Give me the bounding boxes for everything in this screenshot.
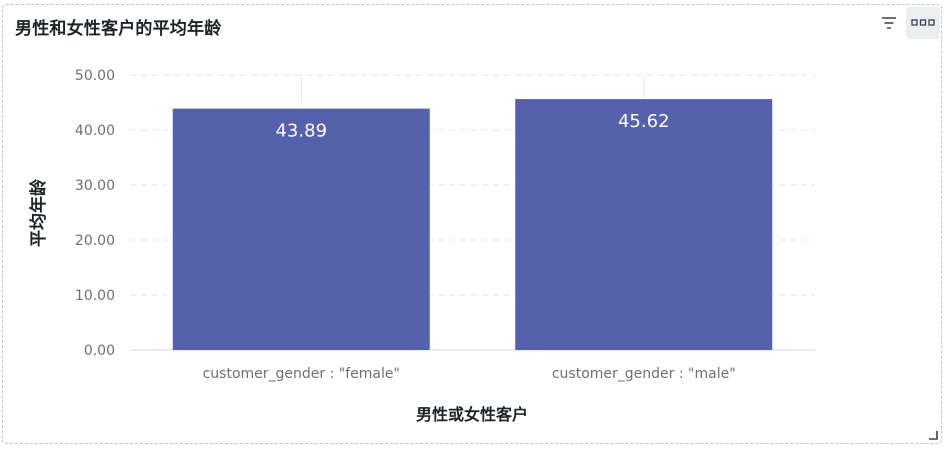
x-axis-label: 男性或女性客户	[416, 405, 528, 424]
bar[interactable]	[173, 109, 430, 350]
bar-layer	[173, 99, 773, 350]
y-tick-label: 20.00	[75, 233, 115, 249]
bar-value-label: 45.62	[618, 111, 670, 132]
x-tick-labels: customer_gender : "female" customer_gende…	[203, 366, 736, 382]
y-axis-label: 平均年龄	[28, 178, 49, 247]
x-tick-label: customer_gender : "male"	[552, 366, 736, 382]
bar[interactable]	[515, 99, 772, 350]
x-tick-label: customer_gender : "female"	[203, 366, 400, 382]
y-tick-labels: 0.00 10.00 20.00 30.00 40.00 50.00	[75, 68, 115, 359]
y-tick-label: 40.00	[75, 123, 115, 139]
bar-value-label: 43.89	[275, 121, 327, 142]
y-tick-label: 50.00	[75, 68, 115, 84]
y-tick-label: 0.00	[84, 343, 115, 359]
y-tick-label: 30.00	[75, 178, 115, 194]
resize-handle-icon[interactable]	[929, 431, 938, 440]
y-tick-label: 10.00	[75, 288, 115, 304]
